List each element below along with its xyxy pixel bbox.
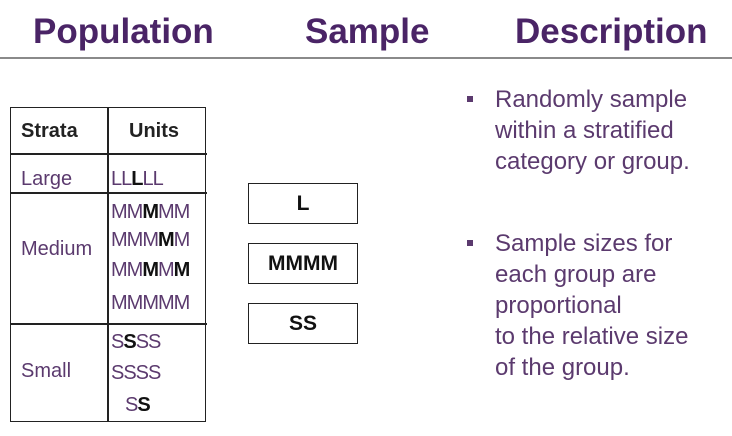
selected-unit: L [131,168,143,190]
units-line: SS [125,394,151,417]
col-strata-header: Strata [21,120,78,142]
description-bullet-2: Sample sizes for each group are proporti… [495,228,731,383]
unit: MMM [111,229,159,251]
sample-box-large: L [248,183,358,224]
sample-header: Sample [305,12,430,51]
sample-box-small: SS [248,303,358,344]
population-header: Population [33,12,214,51]
unit: SS [135,331,162,353]
sample-box-medium: MMMM [248,243,358,284]
unit: MM [111,201,143,223]
stratum-medium: Medium [21,238,93,260]
units-line: MMMMM [111,292,190,315]
selected-unit: M [173,259,191,281]
selected-unit: M [142,201,159,223]
selected-unit: S [137,394,150,416]
selected-unit: M [142,259,159,281]
unit: MM [111,259,143,281]
table-column-divider [107,108,109,421]
unit: M [173,229,191,251]
unit: M [158,259,175,281]
unit: LL [111,168,132,190]
unit: S [125,394,138,416]
stratum-small: Small [21,360,72,382]
units-line: SSSS [111,362,161,385]
population-table: Strata Units Large Medium Small LLLLL MMM… [10,107,207,422]
bullet-marker-1 [467,96,473,102]
unit: MMMMM [111,292,190,314]
units-line: LLLLL [111,168,164,191]
bullet-2-line: of the group. [495,354,630,381]
unit: SSSS [111,362,161,384]
selected-unit: S [123,331,136,353]
bullet-2-line: to the relative size [495,323,689,350]
bullet-marker-2 [467,240,473,246]
description-bullet-1: Randomly sample within a stratified cate… [495,84,731,177]
table-row-divider-large [11,192,207,194]
units-line: SSSS [111,331,162,354]
bullet-2-line: proportional [495,292,622,319]
col-units-header: Units [129,120,179,142]
header-divider [0,57,732,59]
bullet-2-line: Sample sizes for [495,230,673,257]
bullet-2-line: each group are [495,261,657,288]
bullet-1-line: Randomly sample [495,86,688,113]
units-line: MMMMM [111,201,190,224]
description-header: Description [515,12,708,51]
table-header-divider [11,153,207,155]
unit: MM [158,201,190,223]
bullet-1-line: within a stratified [495,117,674,144]
table-row-divider-medium [11,323,207,325]
unit: LL [142,168,163,190]
unit: S [111,331,124,353]
stratum-large: Large [21,168,73,190]
bullet-1-line: category or group. [495,148,690,175]
selected-unit: M [157,229,175,251]
units-line: MMMMM [111,229,191,252]
units-line: MMMMM [111,259,191,282]
